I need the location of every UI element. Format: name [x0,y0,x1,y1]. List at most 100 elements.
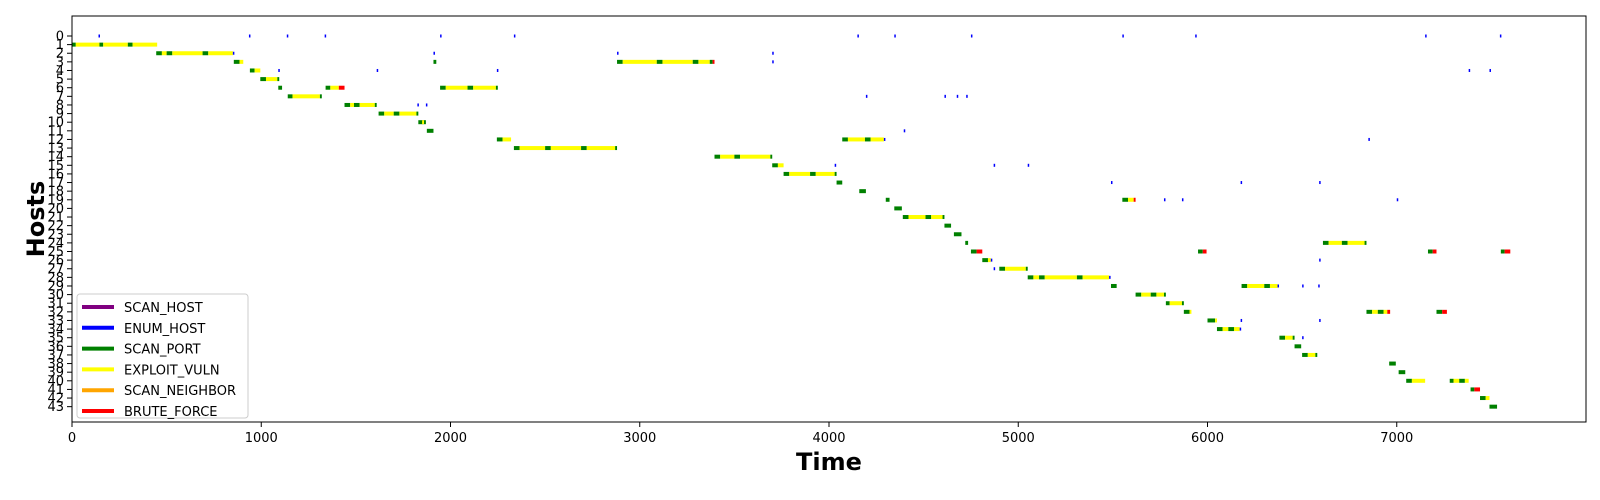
event-bar-brute-force [1202,249,1207,254]
y-tick-label: 21 [47,211,64,226]
event-bar-scan-port [1163,292,1166,297]
event-bar-scan-port [709,59,713,64]
event-bar-scan-port [1039,275,1045,280]
event-bar-enum-host [857,34,859,38]
event-bar-scan-port [513,146,520,151]
event-bar-exploit-vuln [172,51,203,56]
y-tick-label: 25 [47,245,64,260]
y-tick-label: 18 [47,185,64,200]
event-bar-scan-port [953,232,962,237]
event-bar-scan-port [581,146,587,151]
event-bar-enum-host [286,34,289,38]
event-bar-exploit-vuln [384,111,394,116]
event-bar-exploit-vuln [1269,283,1278,288]
event-bar-brute-force [1387,309,1391,314]
x-tick-label: 6000 [1191,431,1224,446]
event-bar-brute-force [1133,197,1136,202]
legend-box [76,293,249,419]
event-bar-scan-port [1315,352,1318,357]
event-bar-scan-port [1427,249,1433,254]
event-bar-enum-host [1396,198,1399,202]
event-bar-exploit-vuln [1222,327,1229,332]
event-bar-scan-port [1181,301,1184,306]
y-tick-label: 11 [47,124,64,139]
event-bar-scan-port [1389,361,1396,366]
event-bar-scan-port [714,154,721,159]
event-bar-exploit-vuln [519,146,546,151]
event-bar-scan-port [834,171,837,176]
event-bar-exploit-vuln [350,102,354,107]
event-bar-enum-host [1027,163,1030,167]
event-bar-scan-port [277,77,280,82]
event-bar-scan-port [1500,249,1505,254]
event-bar-scan-port [859,189,866,194]
y-tick-label: 13 [47,142,64,157]
x-axis-ticks: 0 1000 2000 3000 4000 5000 6000 7000 [68,422,1413,446]
y-tick-label: 24 [47,236,64,251]
event-bar-scan-port [353,102,360,107]
legend-label: BRUTE_FORCE [124,405,218,420]
y-tick-label: 31 [47,297,64,312]
event-bar-scan-port [1076,275,1083,280]
event-bar-brute-force [1474,387,1481,392]
event-bar-exploit-vuln [422,120,425,125]
event-bar-scan-port [942,215,945,220]
event-bar-scan-port [1449,378,1454,383]
event-bar-scan-port [1027,275,1034,280]
event-bar-scan-port [378,111,385,116]
event-bar-scan-port [260,77,266,82]
event-bar-enum-host [440,34,442,38]
event-bar-scan-port [770,154,773,159]
event-bar-enum-host [98,34,100,38]
event-bar-exploit-vuln [987,258,991,263]
event-bar-enum-host [617,51,619,55]
event-bar-enum-host [248,34,251,38]
event-bar-exploit-vuln [815,171,835,176]
event-bar-exploit-vuln [1233,327,1240,332]
legend-label: EXPLOIT_VULN [124,363,220,378]
event-bar-exploit-vuln [239,59,244,64]
event-bar-scan-port [615,146,618,151]
event-bar-scan-port [894,206,902,211]
event-bar-scan-port [249,68,255,73]
y-tick-label: 7 [56,90,64,105]
event-bar-enum-host [894,34,896,38]
event-bar-exploit-vuln [1347,240,1365,245]
event-bar-scan-port [1436,309,1443,314]
event-bar-scan-port [902,215,909,220]
event-bar-enum-host [1319,258,1321,262]
event-bar-brute-force [712,59,715,64]
event-bar-scan-port [970,249,977,254]
event-bar-exploit-vuln [1033,275,1040,280]
y-tick-label: 26 [47,254,64,269]
y-tick-label: 23 [47,228,64,243]
event-bar-enum-host [1239,327,1242,331]
y-tick-label: 5 [56,73,64,88]
event-bar-scan-port [1135,292,1142,297]
event-bar-scan-port [156,51,162,56]
event-bar-exploit-vuln [1215,318,1217,323]
x-tick-label: 5000 [1002,431,1035,446]
chart-marks-layer [72,34,1511,409]
y-tick-label: 16 [47,167,64,182]
event-bar-scan-port [1264,283,1270,288]
event-bar-enum-host [990,258,993,262]
event-bar-exploit-vuln [161,51,167,56]
event-bar-exploit-vuln [908,215,926,220]
y-tick-label: 17 [47,176,64,191]
y-tick-label: 41 [47,383,64,398]
event-bar-exploit-vuln [1247,283,1265,288]
event-bar-scan-port [1470,387,1475,392]
event-bar-exploit-vuln [847,137,865,142]
event-bar-exploit-vuln [399,111,417,116]
event-bar-exploit-vuln [740,154,771,159]
event-bar-exploit-vuln [1044,275,1077,280]
event-bar-scan-port [1364,240,1367,245]
event-bar-exploit-vuln [1453,378,1460,383]
event-bar-scan-port [496,137,503,142]
event-bar-scan-port [495,85,498,90]
event-bar-scan-port [656,59,663,64]
event-bar-enum-host [970,34,973,38]
event-bar-enum-host [1319,181,1321,185]
